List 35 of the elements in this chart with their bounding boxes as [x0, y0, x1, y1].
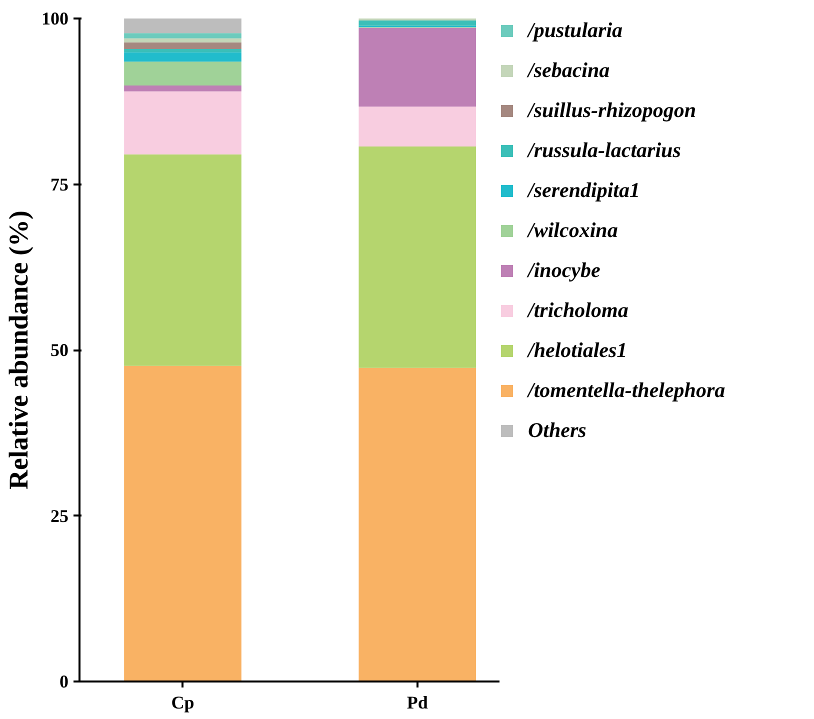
y-tick-label: 50	[50, 340, 68, 360]
y-tick-label: 75	[50, 174, 68, 194]
bar	[124, 154, 242, 366]
y-tick-label: 100	[42, 8, 68, 28]
bar	[124, 91, 242, 154]
bar	[124, 38, 242, 42]
legend-label: /helotiales1	[528, 338, 628, 363]
bar	[124, 49, 242, 52]
legend-label: /sebacina	[528, 58, 610, 83]
bar	[358, 146, 476, 368]
legend-label: /tomentella-thelephora	[528, 378, 726, 403]
bar	[124, 85, 242, 92]
bar	[124, 33, 242, 38]
bar	[124, 42, 242, 49]
legend-label: /tricholoma	[528, 298, 628, 323]
y-axis-title: Relative abundance (%)	[4, 210, 34, 490]
x-tick-label: Pd	[406, 692, 428, 712]
legend-label: /serendipita1	[528, 178, 640, 203]
bar	[358, 368, 476, 682]
bar	[358, 28, 476, 107]
y-tick-label: 25	[50, 506, 68, 526]
bar	[124, 366, 242, 682]
legend-label: /suillus-rhizopogon	[528, 98, 696, 123]
bar	[358, 106, 476, 146]
bar	[124, 62, 242, 86]
y-tick-label: 0	[60, 672, 68, 692]
bar	[124, 18, 242, 34]
legend-label: /pustularia	[528, 18, 623, 43]
bar	[124, 52, 242, 62]
legend-label: /russula-lactarius	[528, 138, 681, 163]
bar	[358, 20, 476, 26]
legend-label: /inocybe	[528, 258, 600, 283]
x-tick-label: Cp	[171, 692, 194, 712]
legend-label: /wilcoxina	[528, 218, 618, 243]
legend-label: Others	[528, 418, 586, 443]
